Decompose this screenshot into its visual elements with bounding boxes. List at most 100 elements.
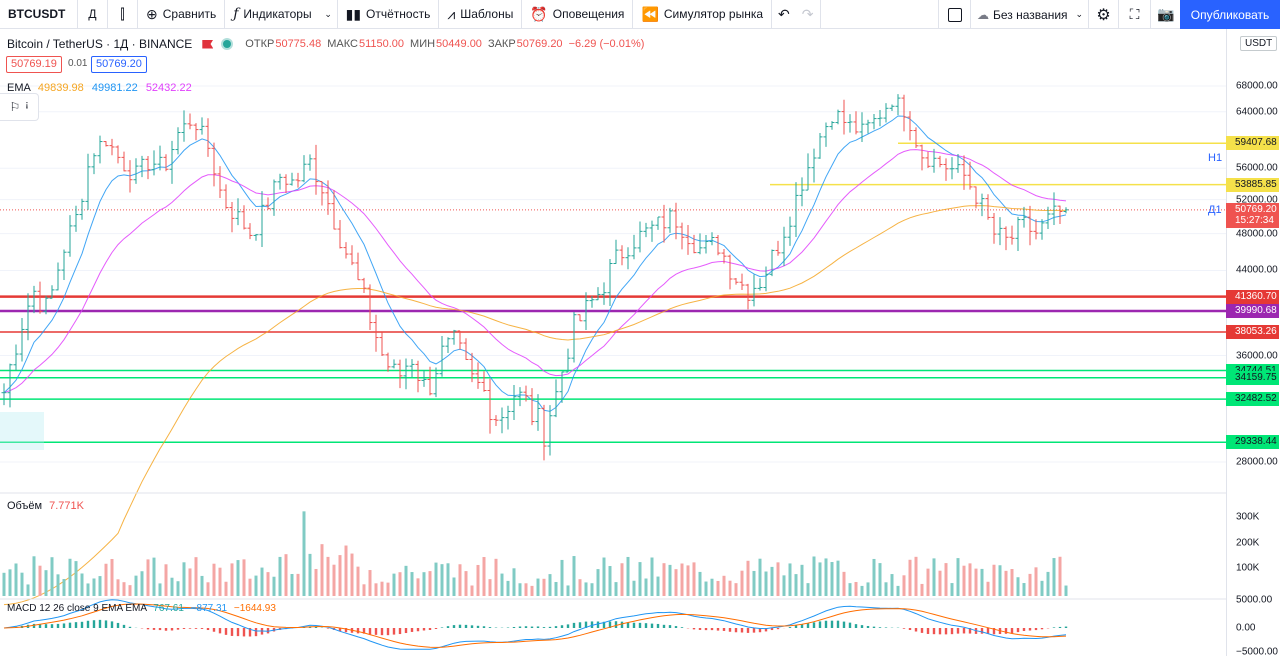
macd-histogram-bar	[861, 625, 863, 628]
macd-histogram-bar	[165, 628, 167, 631]
macd-histogram-bar	[753, 628, 755, 633]
volume-bar	[297, 574, 300, 596]
buy-price-button[interactable]: 50769.20	[91, 56, 147, 73]
volume-bar	[423, 572, 426, 596]
ema-lines	[4, 116, 1066, 605]
indicators-button[interactable]: ƒ Индикаторы	[225, 0, 319, 29]
symbol-search-button[interactable]: BTCUSDT	[0, 0, 78, 29]
volume-bar	[573, 556, 576, 596]
macd-histogram-bar	[555, 626, 557, 628]
macd-histogram-bar	[147, 628, 149, 629]
publish-button[interactable]: Опубликовать	[1180, 0, 1280, 29]
volume-bar	[879, 563, 882, 596]
sell-price-button[interactable]: 50769.19	[6, 56, 62, 73]
volume-bar	[81, 573, 84, 596]
macd-histogram-bar	[933, 628, 935, 634]
macd-histogram-bar	[843, 622, 845, 628]
macd-histogram-bar	[1023, 628, 1025, 631]
replay-button[interactable]: ⏪ Симулятор рынка	[633, 0, 772, 29]
volume-bar	[801, 565, 804, 596]
volume-bar	[147, 559, 150, 596]
macd-histogram-bar	[927, 628, 929, 634]
volume-bar	[153, 558, 156, 596]
macd-histogram-bar	[441, 627, 443, 628]
volume-bar	[789, 563, 792, 596]
volume-bar	[963, 566, 966, 596]
macd-histogram-bar	[699, 628, 701, 630]
macd-histogram-bar	[777, 628, 779, 629]
chart-type-button[interactable]: ⫿	[108, 0, 138, 29]
fullscreen-button[interactable]: ⛶	[1118, 0, 1150, 29]
flag-icon[interactable]	[202, 40, 213, 49]
price-chart[interactable]	[0, 29, 1226, 656]
macd-histogram-bar	[525, 626, 527, 628]
volume-bar	[255, 576, 258, 596]
volume-bar	[783, 575, 786, 596]
volume-bar	[213, 564, 216, 596]
volume-bar	[729, 581, 732, 596]
rewind-icon: ⏪	[641, 6, 658, 23]
macd-value-3: −1644.93	[234, 603, 276, 614]
volume-bar	[651, 558, 654, 596]
layout-name-button[interactable]: ☁ Без названия ⌄	[970, 0, 1088, 29]
alarm-icon: ⏰	[530, 6, 547, 23]
volume-bar	[825, 558, 828, 596]
volume-bar	[93, 578, 96, 596]
volume-bar	[141, 571, 144, 596]
volume-bar	[747, 561, 750, 596]
indicators-dropdown[interactable]: ⌄	[320, 0, 338, 29]
interval-button[interactable]: Д	[78, 0, 108, 29]
high-label: МАКС	[327, 38, 358, 50]
volume-value: 7.771K	[49, 500, 84, 512]
templates-button[interactable]: ⩘ Шаблоны	[439, 0, 522, 29]
volume-bar	[675, 569, 678, 596]
macd-histogram-bar	[735, 628, 737, 632]
volume-bar	[579, 579, 582, 596]
volume-bar	[285, 554, 288, 596]
macd-histogram-bar	[573, 623, 575, 628]
macd-tick: 0.00	[1236, 623, 1255, 634]
alerts-button[interactable]: ⏰ Оповещения	[522, 0, 633, 29]
volume-bar	[279, 557, 282, 596]
report-button[interactable]: ▮▮ Отчётность	[338, 0, 440, 29]
volume-bar	[777, 562, 780, 596]
macd-histogram-bar	[1005, 628, 1007, 634]
macd-value-2: −877.31	[191, 603, 227, 614]
redo-button[interactable]: ↷	[796, 0, 821, 29]
compare-button[interactable]: ⊕ Сравнить	[138, 0, 225, 29]
open-label: ОТКР	[245, 38, 274, 50]
camera-icon: 📷	[1157, 6, 1174, 23]
volume-bar	[639, 562, 642, 596]
volume-bar	[381, 582, 384, 596]
low-label: МИН	[410, 38, 435, 50]
settings-button[interactable]: ⚙	[1088, 0, 1118, 29]
change-value: −6.29 (−0.01%)	[569, 38, 645, 50]
cloud-icon: ☁	[977, 8, 989, 22]
volume-bar	[177, 581, 180, 596]
volume-bar	[387, 583, 390, 596]
undo-button[interactable]: ↶	[772, 0, 796, 29]
volume-bar	[123, 582, 126, 596]
snapshot-button[interactable]: 📷	[1150, 0, 1181, 29]
macd-histogram-bar	[153, 628, 155, 630]
gear-icon: ⚙	[1096, 5, 1110, 25]
macd-legend: MACD 12 26 close 9 EMA EMA 767.61 −877.3…	[7, 603, 276, 614]
volume-bar	[957, 558, 960, 596]
fullscreen-layout-button[interactable]	[938, 0, 970, 29]
volume-bar	[891, 574, 894, 596]
currency-label[interactable]: USDT	[1240, 36, 1277, 51]
macd-histogram-bar	[717, 628, 719, 631]
volume-bar	[849, 583, 852, 596]
volume-bar	[399, 572, 402, 596]
macd-histogram-bar	[825, 621, 827, 628]
volume-bar	[561, 560, 564, 596]
level-price-label: 39990.68	[1226, 304, 1279, 318]
volume-bar	[939, 571, 942, 596]
macd-histogram-bar	[597, 621, 599, 628]
volume-bar	[219, 568, 222, 596]
volume-bar	[621, 563, 624, 596]
chevron-down-icon: ⌄	[1076, 9, 1084, 20]
drawing-tools-toggle[interactable]: ⚐ ꜟ	[0, 93, 39, 121]
macd-histogram-bar	[417, 628, 419, 631]
